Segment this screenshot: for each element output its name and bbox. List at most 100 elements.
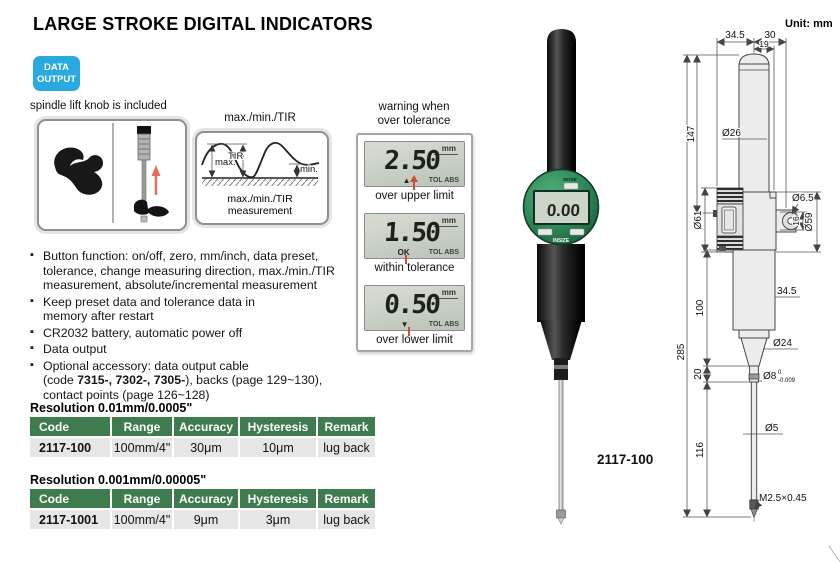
dim-147: 147: [686, 125, 697, 142]
tir-box-title: max./min./TIR: [224, 112, 296, 124]
tir-min-label: min.: [300, 164, 318, 175]
col-code: Code: [30, 489, 110, 508]
col-code: Code: [30, 417, 110, 436]
dim-285: 285: [676, 343, 687, 360]
tir-panel: max. TIR min. max./min./TIR measurement: [195, 131, 329, 225]
data-output-badge: DATA OUTPUT: [33, 56, 80, 91]
red-pointer-line: [408, 327, 410, 336]
dim-d61: Ø61: [693, 210, 704, 229]
stem: [750, 381, 758, 501]
badge-line1: DATA: [44, 62, 69, 74]
page-title: LARGE STROKE DIGITAL INDICATORS: [33, 14, 373, 34]
housing-tab: [769, 191, 777, 199]
warning-title: warning when over tolerance: [377, 101, 451, 128]
upper-limit-indicator-icon: ▲: [402, 176, 411, 185]
lcd-unit: mm: [433, 216, 458, 227]
lcd-screen: mm 1.50 OK TOL ABS: [364, 213, 465, 259]
measuring-spindle: [558, 379, 564, 511]
contact-ferrule: [556, 509, 566, 519]
accessory-codes: 7315-, 7302-, 7305-: [77, 373, 186, 387]
spec-table-1: Code Range Accuracy Hysteresis Remark 21…: [30, 417, 375, 457]
col-accuracy: Accuracy: [172, 489, 238, 508]
lcd-value: 1.50: [383, 218, 440, 248]
feature-item: Button function: on/off, zero, mm/inch, …: [30, 249, 366, 293]
cell-code: 2117-100: [30, 436, 110, 457]
tir-diagram: max. TIR min. max./min./TIR measurement: [201, 141, 320, 217]
dim-16: 16: [791, 216, 801, 226]
spec-table-2: Code Range Accuracy Hysteresis Remark 21…: [30, 489, 375, 529]
table-row: 2117-100 100mm/4" 30μm 10μm lug back: [30, 436, 375, 457]
mode-button: [563, 182, 579, 190]
contact-tip: [750, 508, 758, 519]
lug-hole: [787, 217, 795, 225]
dim-d26: Ø26: [722, 128, 741, 139]
lower-limit-indicator-icon: ▼: [400, 320, 409, 329]
surface-wave: [201, 141, 320, 179]
cell-accuracy: 30μm: [172, 436, 238, 457]
cell-range: 100mm/4": [110, 508, 172, 529]
feature-item: Keep preset data and tolerance data in m…: [30, 295, 366, 324]
feature-item: Data output: [30, 342, 366, 357]
lcd-screen: mm 0.50 ▼ TOL ABS: [364, 285, 465, 331]
right-button: [569, 228, 585, 236]
col-remark: Remark: [316, 417, 375, 436]
resolution-title-1: Resolution 0.01mm/0.0005": [30, 401, 193, 415]
left-button: [537, 228, 553, 236]
shoulder: [738, 329, 770, 339]
product-code-label: 2117-100: [597, 452, 654, 467]
feature-text: ), backs (page 129~130), contact points …: [43, 373, 323, 402]
cell-code: 2117-1001: [30, 508, 110, 529]
feature-item: CR2032 battery, automatic power off: [30, 326, 366, 341]
lcd-caption: within tolerance: [374, 262, 455, 274]
feature-text: Optional accessory: data output cable (c…: [43, 358, 249, 388]
lcd-value: 0.50: [383, 290, 440, 320]
indicator-outline: [713, 48, 800, 522]
product-lcd-value-group: 0.00: [546, 201, 580, 220]
up-arrow-icon: [151, 165, 161, 195]
lcd-caption: over lower limit: [376, 334, 453, 346]
neck-ring: [748, 373, 760, 380]
dim-d5: Ø5: [765, 423, 779, 434]
spindle-cap: [137, 126, 151, 134]
shaft: [738, 63, 770, 193]
spindle-stem: [141, 159, 147, 205]
technical-drawing: Unit: mm: [675, 18, 840, 562]
contact-ferrule: [749, 499, 759, 510]
spindle-knob-panel: [37, 119, 187, 231]
lcd-mode: TOL ABS: [428, 177, 459, 184]
spindle-tip: [140, 215, 148, 223]
dim-116: 116: [695, 442, 706, 458]
col-remark: Remark: [316, 489, 375, 508]
product-lcd: [533, 190, 590, 225]
housing: [740, 191, 777, 251]
lcd-unit: mm: [433, 144, 458, 155]
cell-hysteresis: 10μm: [238, 436, 316, 457]
dim-d65: Ø6.5: [792, 193, 814, 204]
feature-item: Optional accessory: data output cable (c…: [30, 359, 366, 403]
dim-top-a: 34.5: [725, 30, 745, 41]
brand-logo: INSIZE: [553, 238, 570, 244]
tir-caption-line1: max./min./TIR: [227, 193, 293, 205]
lift-knob-photo: [54, 147, 104, 195]
lcd-over-upper: mm 2.50 ▲ TOL ABS over upper limit: [364, 141, 465, 202]
dim-top-c: 19: [759, 39, 769, 49]
dim-thread: M2.5×0.45: [759, 493, 807, 504]
red-up-arrow-icon: [410, 175, 418, 190]
red-pointer-line: [405, 255, 407, 264]
col-hysteresis: Hysteresis: [238, 489, 316, 508]
body-cylinder: [537, 244, 585, 322]
feature-list: Button function: on/off, zero, mm/inch, …: [30, 249, 366, 404]
cell-remark: lug back: [316, 436, 375, 457]
tolerance-warning-panel: mm 2.50 ▲ TOL ABS over upper limit mm 1.…: [356, 133, 473, 352]
data-port: [719, 246, 726, 251]
spindle-lift-illustration: [134, 126, 169, 223]
cap-dome: [738, 53, 770, 67]
contact-point: [557, 517, 565, 525]
col-range: Range: [110, 489, 172, 508]
body-cone: [540, 320, 582, 360]
ground-hatching: [202, 179, 318, 186]
lcd-mode: TOL ABS: [428, 321, 459, 328]
page-corner-line: [828, 545, 840, 562]
dim-body-345: 34.5: [777, 286, 797, 297]
